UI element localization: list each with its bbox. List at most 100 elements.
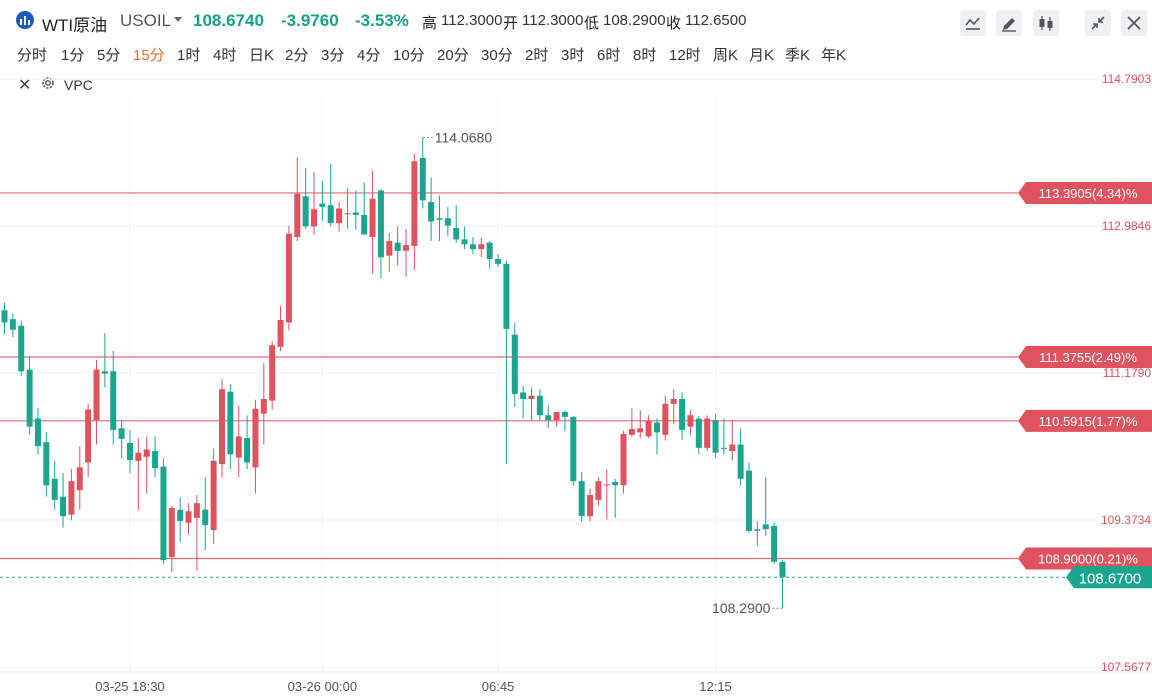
collapse-button[interactable] bbox=[1085, 10, 1111, 36]
draw-button[interactable] bbox=[996, 10, 1022, 36]
interval-tab[interactable]: 3分 bbox=[321, 47, 345, 64]
candle-body[interactable] bbox=[135, 452, 142, 461]
instrument-name[interactable]: WTI原油 bbox=[42, 16, 108, 35]
line-style-button[interactable] bbox=[960, 10, 986, 36]
candle-body[interactable] bbox=[754, 529, 761, 531]
candle-body[interactable] bbox=[160, 466, 167, 561]
candle-body[interactable] bbox=[453, 228, 460, 240]
candle-body[interactable] bbox=[620, 433, 627, 486]
candle-body[interactable] bbox=[294, 193, 301, 237]
candle-body[interactable] bbox=[779, 561, 786, 578]
interval-tab[interactable]: 1分 bbox=[61, 47, 85, 64]
candle-body[interactable] bbox=[495, 258, 502, 264]
candle-body[interactable] bbox=[352, 212, 359, 215]
interval-tab[interactable]: 6时 bbox=[597, 47, 621, 64]
candle-body[interactable] bbox=[403, 245, 410, 251]
candle-body[interactable] bbox=[26, 369, 33, 427]
candle-body[interactable] bbox=[319, 203, 326, 207]
candle-body[interactable] bbox=[101, 371, 108, 374]
interval-tab[interactable]: 1时 bbox=[177, 47, 201, 64]
candle-body[interactable] bbox=[545, 415, 552, 421]
interval-tab[interactable]: 3时 bbox=[561, 47, 585, 64]
instrument-code[interactable]: USOIL bbox=[120, 11, 172, 30]
candle-body[interactable] bbox=[143, 449, 150, 457]
candle-body[interactable] bbox=[695, 418, 702, 448]
candle-body[interactable] bbox=[302, 196, 309, 227]
candle-body[interactable] bbox=[444, 218, 451, 226]
interval-tab[interactable]: 4时 bbox=[213, 47, 237, 64]
candle-body[interactable] bbox=[428, 201, 435, 222]
interval-tab[interactable]: 2时 bbox=[525, 47, 549, 64]
candle-body[interactable] bbox=[369, 198, 376, 237]
candle-body[interactable] bbox=[227, 391, 234, 455]
candle-body[interactable] bbox=[9, 319, 16, 330]
candle-body[interactable] bbox=[662, 403, 669, 435]
candle-body[interactable] bbox=[126, 442, 133, 461]
candle-body[interactable] bbox=[720, 447, 727, 449]
candle-body[interactable] bbox=[419, 157, 426, 201]
gear-icon[interactable] bbox=[40, 75, 56, 91]
candle-body[interactable] bbox=[210, 460, 217, 531]
candle-body[interactable] bbox=[269, 345, 276, 401]
candle-body[interactable] bbox=[235, 436, 242, 458]
candle-body[interactable] bbox=[478, 244, 485, 250]
candle-body[interactable] bbox=[118, 428, 125, 439]
price-level-tag[interactable] bbox=[1018, 409, 1152, 432]
candle-body[interactable] bbox=[645, 420, 652, 437]
chevron-down-icon[interactable] bbox=[174, 17, 182, 22]
interval-tab[interactable]: 季K bbox=[785, 47, 811, 64]
candle-body[interactable] bbox=[311, 209, 318, 227]
candle-body[interactable] bbox=[511, 334, 518, 395]
candle-body[interactable] bbox=[578, 481, 585, 517]
close-icon[interactable]: ✕ bbox=[18, 77, 32, 94]
interval-tab[interactable]: 5分 bbox=[97, 47, 121, 64]
candle-body[interactable] bbox=[561, 411, 568, 417]
candle-body[interactable] bbox=[177, 509, 184, 522]
candle-body[interactable] bbox=[202, 509, 209, 526]
interval-tab[interactable]: 15分 bbox=[133, 47, 165, 64]
candle-body[interactable] bbox=[436, 218, 443, 220]
interval-tab[interactable]: 10分 bbox=[393, 47, 425, 64]
candle-body[interactable] bbox=[536, 395, 543, 416]
interval-tab[interactable]: 周K bbox=[713, 47, 739, 64]
candle-body[interactable] bbox=[110, 371, 117, 430]
price-level-tag[interactable] bbox=[1018, 547, 1152, 570]
candle-body[interactable] bbox=[93, 369, 100, 421]
price-level-tag[interactable] bbox=[1018, 346, 1152, 369]
candle-body[interactable] bbox=[687, 415, 694, 427]
candle-body[interactable] bbox=[68, 481, 75, 515]
candle-body[interactable] bbox=[729, 444, 736, 452]
candle-body[interactable] bbox=[60, 496, 67, 517]
candle-body[interactable] bbox=[277, 320, 284, 347]
candle-body[interactable] bbox=[553, 411, 560, 421]
close-chart-button[interactable] bbox=[1121, 10, 1147, 36]
candle-body[interactable] bbox=[737, 444, 744, 479]
candle-body[interactable] bbox=[43, 442, 50, 486]
candle-body[interactable] bbox=[612, 482, 619, 486]
current-price-tag[interactable] bbox=[1066, 566, 1152, 589]
candle-body[interactable] bbox=[587, 495, 594, 517]
candle-body[interactable] bbox=[712, 420, 719, 453]
interval-tab[interactable]: 8时 bbox=[633, 47, 657, 64]
interval-tab[interactable]: 12时 bbox=[669, 47, 701, 64]
indicator-name[interactable]: VPC bbox=[64, 77, 93, 93]
candle-body[interactable] bbox=[34, 418, 41, 447]
candle-body[interactable] bbox=[679, 398, 686, 430]
candle-body[interactable] bbox=[637, 428, 644, 433]
interval-tab[interactable]: 月K bbox=[749, 47, 775, 64]
candle-body[interactable] bbox=[503, 263, 510, 329]
candle-body[interactable] bbox=[653, 422, 660, 433]
candle-body[interactable] bbox=[327, 205, 334, 224]
candle-body[interactable] bbox=[704, 418, 711, 448]
candle-body[interactable] bbox=[244, 438, 251, 463]
candle-body[interactable] bbox=[185, 511, 192, 523]
candle-body[interactable] bbox=[51, 478, 58, 500]
interval-tab[interactable]: 年K bbox=[821, 47, 847, 64]
candle-body[interactable] bbox=[1, 310, 8, 323]
candle-body[interactable] bbox=[570, 416, 577, 482]
candle-body[interactable] bbox=[394, 242, 401, 251]
interval-tab[interactable]: 20分 bbox=[437, 47, 469, 64]
interval-tab[interactable]: 4分 bbox=[357, 47, 381, 64]
candle-body[interactable] bbox=[486, 242, 493, 259]
